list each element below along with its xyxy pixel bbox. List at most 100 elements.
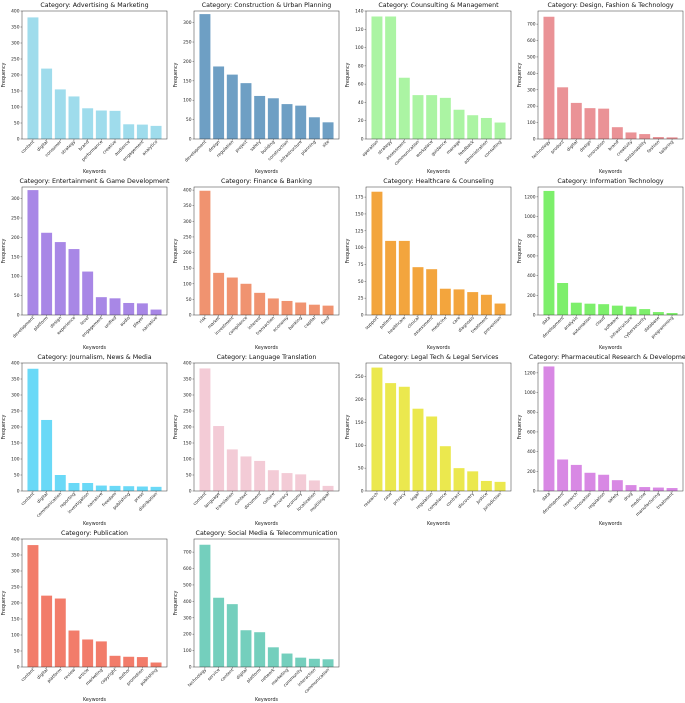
- bar: [136, 124, 148, 139]
- y-axis-label: Frequency: [517, 238, 523, 263]
- bar: [308, 117, 320, 139]
- x-axis-label: Keywords: [427, 169, 450, 175]
- bar: [611, 127, 623, 139]
- bar: [322, 485, 334, 491]
- y-tick-label: 80: [358, 63, 364, 69]
- category-label: platform: [245, 667, 262, 684]
- bar: [611, 480, 623, 491]
- category-label: fund: [320, 315, 331, 326]
- chart-svg: Category: Language Translationcontentlan…: [173, 354, 340, 527]
- bar: [95, 485, 107, 491]
- y-tick-label: 500: [527, 54, 536, 60]
- chart-svg: Category: Construction & Urban Planning d…: [173, 2, 340, 175]
- x-axis-label: Keywords: [255, 521, 278, 527]
- y-tick-label: 100: [355, 45, 364, 51]
- bar: [543, 16, 555, 139]
- y-tick-label: 0: [189, 489, 192, 495]
- bar: [150, 125, 162, 139]
- bar: [412, 267, 424, 315]
- bar: [254, 460, 266, 491]
- bar: [494, 122, 506, 139]
- category-label: press: [133, 491, 146, 504]
- bar: [584, 303, 596, 315]
- category-label: banking: [287, 315, 304, 332]
- y-axis-label: Frequency: [345, 62, 351, 87]
- chart-title: Category: Construction & Urban Planning: [202, 2, 332, 9]
- bar: [254, 95, 266, 139]
- chart-panel: Category: Information Technology data deve…: [516, 176, 685, 351]
- bar: [123, 656, 135, 667]
- y-tick-label: 100: [183, 457, 192, 463]
- y-tick-label: 400: [183, 188, 192, 194]
- y-tick-label: 120: [355, 27, 364, 33]
- y-tick-label: 40: [358, 100, 364, 106]
- bar: [480, 480, 492, 491]
- chart-title: Category: Language Translation: [217, 354, 317, 361]
- x-axis-label: Keywords: [83, 345, 106, 351]
- y-axis-label: Frequency: [517, 62, 523, 87]
- category-label: site: [321, 139, 331, 149]
- bar: [41, 419, 53, 491]
- x-axis-label: Keywords: [427, 345, 450, 351]
- y-tick-label: 0: [533, 313, 536, 319]
- y-tick-label: 250: [11, 57, 20, 63]
- bar: [213, 426, 225, 491]
- y-tick-label: 0: [17, 489, 20, 495]
- y-axis-label: Frequency: [1, 238, 7, 263]
- bar: [426, 95, 438, 139]
- y-tick-label: 300: [183, 20, 192, 26]
- chart-title: Category: Information Technology: [557, 178, 663, 185]
- chart-title: Category: Publication: [61, 530, 128, 537]
- y-tick-label: 300: [183, 615, 192, 621]
- y-axis-label: Frequency: [345, 414, 351, 439]
- bar: [82, 483, 94, 491]
- plot-frame: [365, 186, 512, 316]
- bar: [254, 292, 266, 315]
- category-label: content: [20, 491, 36, 507]
- bar: [652, 312, 664, 315]
- bar: [199, 190, 211, 315]
- chart-title: Category: Counsulting & Management: [378, 2, 499, 9]
- category-label: narrative: [141, 315, 159, 333]
- x-axis-label: Keywords: [83, 697, 106, 703]
- category-label: support: [364, 315, 380, 331]
- y-tick-label: 140: [355, 9, 364, 15]
- y-tick-label: 60: [358, 82, 364, 88]
- y-tick-label: 200: [527, 104, 536, 110]
- y-tick-label: 175: [355, 195, 364, 201]
- y-tick-label: 600: [527, 429, 536, 435]
- y-tick-label: 250: [183, 40, 192, 46]
- category-label: safety: [607, 491, 621, 505]
- category-label: legal: [409, 491, 421, 503]
- chart-title: Category: Entertainment & Game Developme…: [20, 178, 170, 185]
- y-tick-label: 150: [355, 420, 364, 426]
- plot-frame: [21, 538, 168, 668]
- bar: [557, 459, 569, 491]
- y-tick-label: 400: [527, 71, 536, 77]
- bar: [240, 283, 252, 315]
- y-tick-label: 350: [11, 25, 20, 31]
- plot-frame: [21, 10, 168, 140]
- plot-frame: [193, 362, 340, 492]
- y-tick-label: 600: [527, 38, 536, 44]
- y-axis-label: Frequency: [1, 62, 7, 87]
- bar: [295, 657, 307, 667]
- chart-panel: Category: Entertainment & Game Developme…: [0, 176, 171, 351]
- bar: [226, 74, 238, 139]
- category-label: data: [541, 315, 552, 326]
- bar: [584, 108, 596, 139]
- y-tick-label: 1000: [524, 390, 535, 396]
- y-tick-label: 100: [183, 648, 192, 654]
- category-label: tailoring: [658, 139, 675, 156]
- plot-frame: [365, 362, 512, 492]
- bar: [27, 17, 39, 139]
- y-axis-label: Frequency: [173, 238, 179, 263]
- y-tick-label: 200: [355, 397, 364, 403]
- bar: [467, 471, 479, 491]
- category-label: audio: [119, 315, 132, 328]
- bar: [109, 110, 121, 139]
- chart-title: Category: Finance & Banking: [221, 178, 312, 185]
- bar: [453, 289, 465, 315]
- bar: [439, 97, 451, 139]
